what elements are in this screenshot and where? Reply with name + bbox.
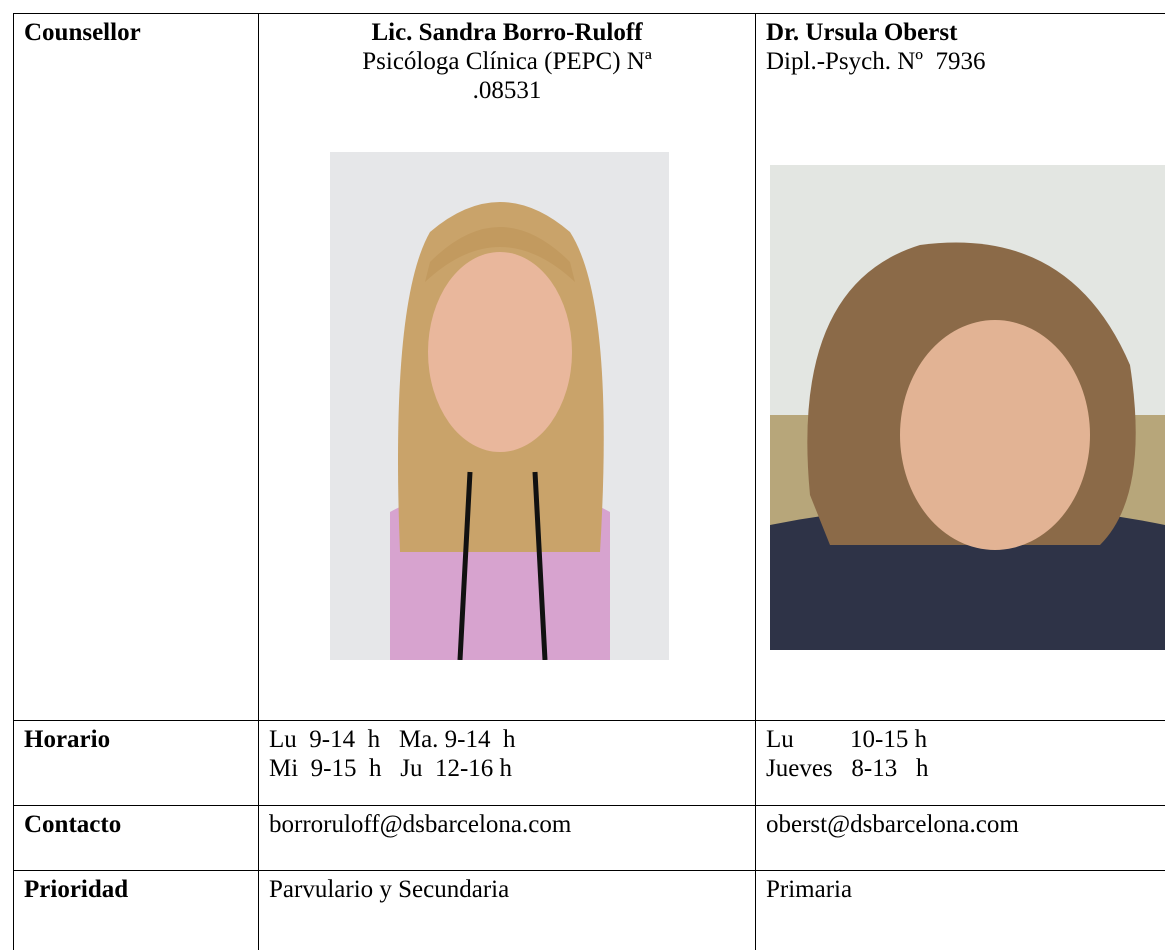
cell-line: oberst@dsbarcelona.com xyxy=(766,811,1019,838)
row-label-cell: Contacto xyxy=(13,805,258,870)
row-label: Prioridad xyxy=(24,876,129,903)
cell-line: Primaria xyxy=(766,876,853,903)
counsellor-name: Lic. Sandra Borro-Ruloff xyxy=(371,19,643,46)
row-label: Contacto xyxy=(24,811,122,838)
table-cell: Parvulario y Secundaria xyxy=(258,870,755,950)
table-cell: Dr. Ursula Oberst Dipl.-Psych. Nº 7936 xyxy=(755,13,1165,720)
table-cell: Lic. Sandra Borro-Ruloff Psicóloga Clínic… xyxy=(258,13,755,720)
cell-line: Lu 10-15 h xyxy=(766,726,928,753)
table-cell: Lu 10-15 h Jueves 8-13 h xyxy=(755,720,1165,805)
row-label: Horario xyxy=(24,726,111,753)
table-cell: oberst@dsbarcelona.com xyxy=(755,805,1165,870)
photo-oberst xyxy=(770,165,1165,650)
row-label-cell: Horario xyxy=(13,720,258,805)
row-label-cell: Counsellor xyxy=(13,13,258,720)
cell-line: Psicóloga Clínica (PEPC) Nª xyxy=(362,48,652,75)
cell-line: .08531 xyxy=(472,77,542,104)
row-label-cell: Prioridad xyxy=(13,870,258,950)
cell-line: Dipl.-Psych. Nº 7936 xyxy=(766,48,986,75)
cell-line: Lu 9-14 h Ma. 9-14 h xyxy=(269,726,516,753)
cell-line: borroruloff@dsbarcelona.com xyxy=(269,811,572,838)
cell-line: Jueves 8-13 h xyxy=(766,755,929,782)
cell-line: Parvulario y Secundaria xyxy=(269,876,510,903)
table-cell: Lu 9-14 h Ma. 9-14 h Mi 9-15 h Ju 12-16 h xyxy=(258,720,755,805)
table-cell: Primaria xyxy=(755,870,1165,950)
counsellor-name: Dr. Ursula Oberst xyxy=(766,19,958,46)
photo-borro-ruloff xyxy=(330,152,669,660)
table-cell: borroruloff@dsbarcelona.com xyxy=(258,805,755,870)
row-label: Counsellor xyxy=(24,19,141,46)
cell-line: Mi 9-15 h Ju 12-16 h xyxy=(269,755,513,782)
